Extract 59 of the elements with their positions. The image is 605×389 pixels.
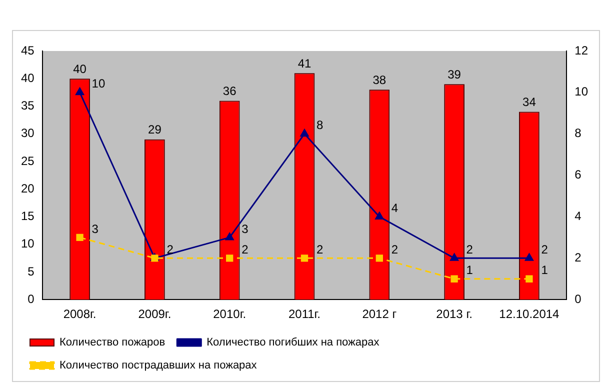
y2-tick-label: 0 — [574, 292, 582, 306]
y-tick-label: 30 — [20, 126, 35, 140]
y-tick-label: 25 — [20, 154, 35, 168]
x-tick-label: 2012 г — [362, 307, 398, 322]
y2-tick-label: 2 — [574, 250, 582, 264]
point — [375, 212, 384, 220]
data-label: 3 — [242, 222, 249, 236]
y-tick-label: 45 — [20, 43, 35, 58]
point — [76, 88, 84, 96]
data-label: 40 — [73, 62, 87, 76]
point — [450, 275, 458, 282]
point — [300, 254, 308, 262]
data-label: 2 — [466, 242, 474, 256]
data-label: 2 — [166, 242, 174, 256]
data-label: 4 — [391, 201, 398, 216]
data-label: 2 — [242, 242, 249, 256]
data-label: 34 — [522, 95, 536, 110]
data-label: 2 — [316, 242, 324, 256]
x-tick-label: 12.10.2014 — [499, 307, 560, 322]
y-tick-label: 40 — [20, 70, 35, 85]
y-tick-label: 0 — [28, 292, 35, 306]
point — [76, 234, 84, 242]
point — [300, 129, 309, 137]
data-label: 8 — [316, 118, 324, 132]
x-tick-label: 2010г. — [213, 307, 246, 322]
y-tick-label: 5 — [28, 264, 35, 278]
data-label: 39 — [448, 67, 462, 82]
legend-label: Количество пожаров — [60, 336, 166, 349]
point — [225, 232, 234, 240]
legend-label: Количество погибших на пожарах — [206, 336, 380, 349]
data-label: 36 — [222, 84, 237, 98]
x-tick-label: 2011г. — [288, 307, 321, 322]
data-label: 10 — [92, 76, 106, 91]
data-label: 2 — [541, 242, 548, 256]
point — [226, 254, 234, 262]
y2-tick-label: 6 — [574, 168, 582, 182]
y2-tick-label: 4 — [574, 209, 582, 224]
data-label: 2 — [391, 242, 398, 256]
data-label: 41 — [298, 56, 312, 70]
data-label: 38 — [372, 72, 386, 87]
data-label: 3 — [92, 222, 99, 236]
x-tick-label: 2013 г. — [436, 307, 472, 322]
x-tick-label: 2009г. — [138, 307, 172, 322]
y2-tick-label: 10 — [574, 84, 588, 99]
point — [524, 253, 534, 261]
x-tick-label: 2008г. — [63, 307, 96, 322]
point — [450, 253, 459, 261]
y2-tick-label: 8 — [574, 126, 582, 140]
y-tick-label: 15 — [20, 209, 35, 224]
point — [526, 275, 533, 282]
y2-tick-label: 12 — [574, 43, 588, 58]
data-label: 1 — [541, 263, 548, 278]
y-tick-label: 10 — [20, 236, 35, 251]
point — [376, 254, 383, 262]
y-tick-label: 20 — [20, 181, 35, 196]
legend-label: Количество пострадавших на пожарах — [60, 360, 258, 372]
y-tick-label: 35 — [20, 98, 35, 113]
data-label: 1 — [466, 263, 474, 278]
data-label: 29 — [148, 122, 162, 137]
